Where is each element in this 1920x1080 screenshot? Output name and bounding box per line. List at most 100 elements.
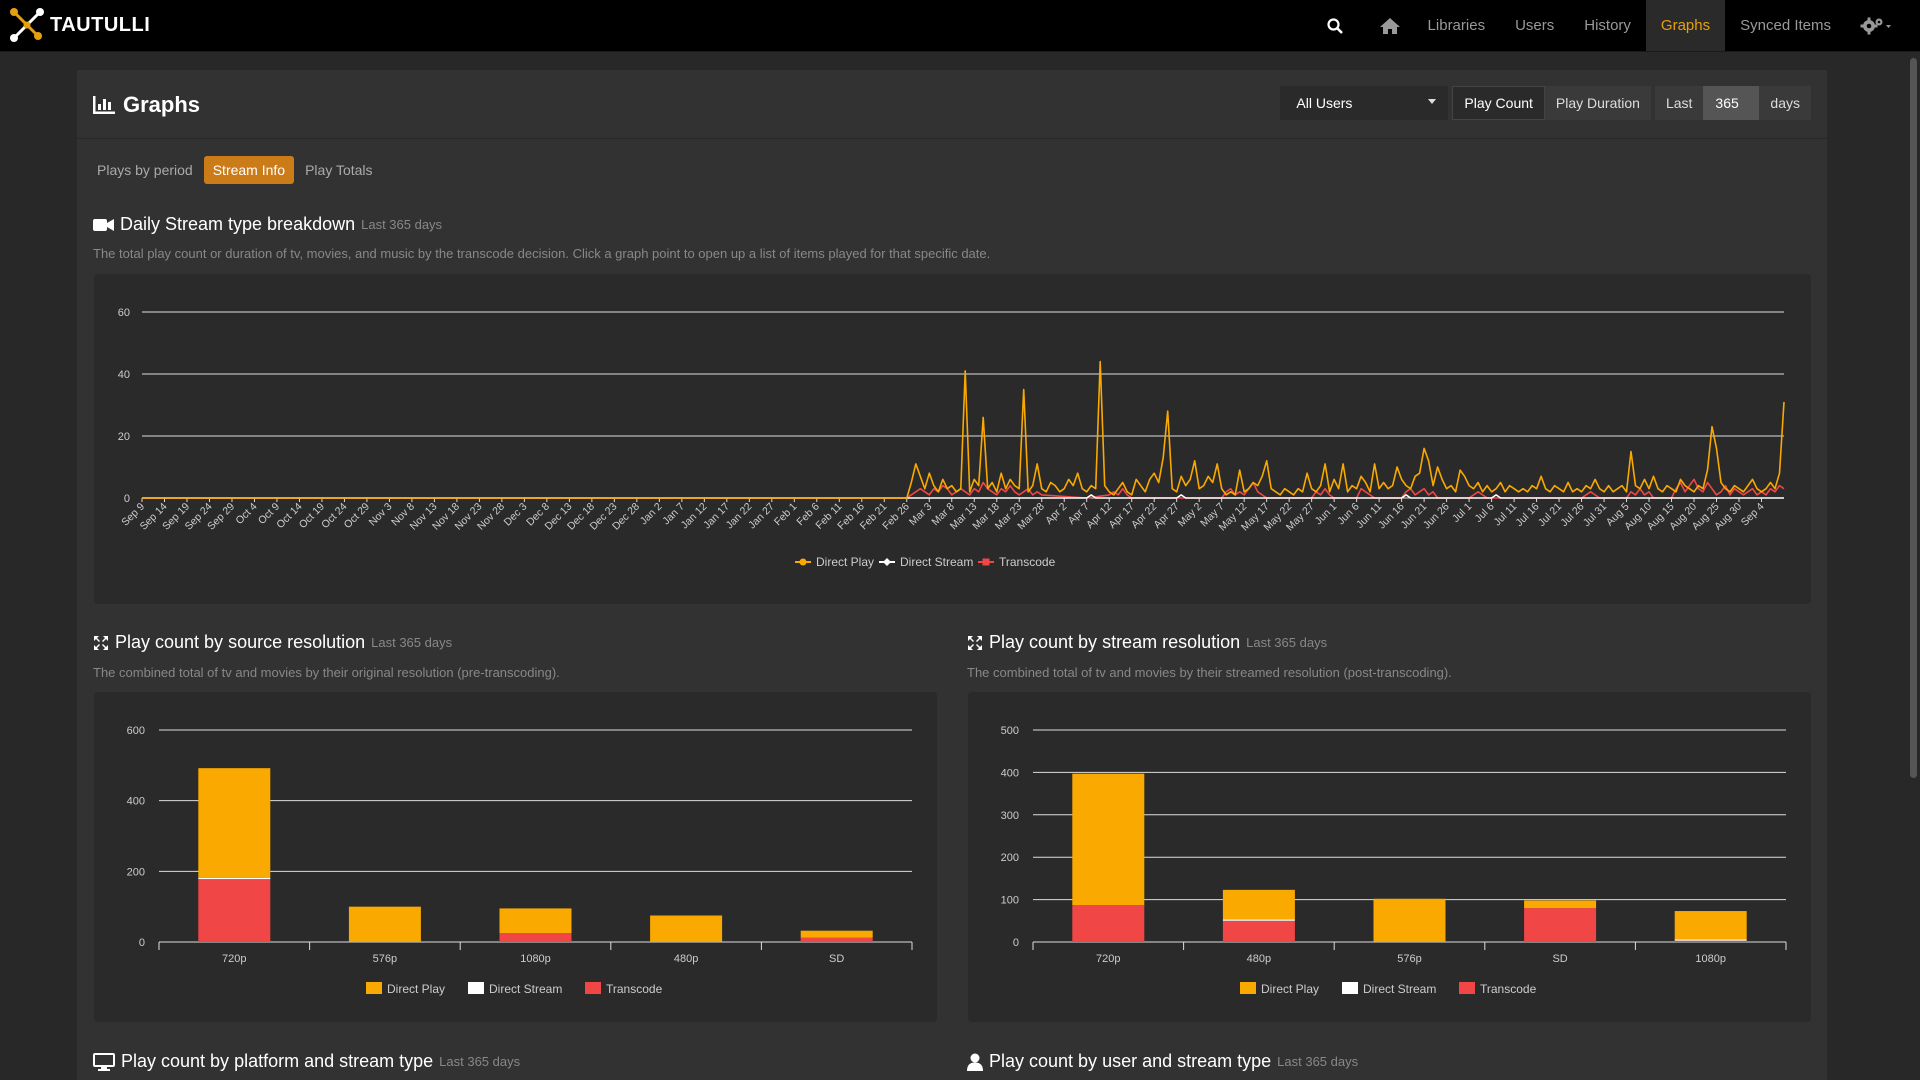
days-label: days: [1759, 86, 1811, 120]
bar-transcode: [800, 937, 873, 942]
user-section-title: Play count by user and stream type Last …: [967, 1051, 1358, 1072]
legend-swatch: [1459, 982, 1475, 994]
x-tick-label: Jan 2: [638, 501, 665, 528]
y-tick-label: 300: [1001, 810, 1019, 822]
daily-subtitle: Last 365 days: [361, 217, 443, 232]
y-tick-label: 500: [1001, 725, 1019, 737]
y-tick-label: 0: [124, 493, 130, 505]
bar-transcode: [1222, 920, 1295, 942]
bar-transcode: [499, 933, 572, 942]
graphs-panel: Graphs All Users Play Count Play Duratio…: [77, 70, 1827, 1080]
x-tick-label: Jul 1: [1450, 501, 1474, 525]
y-tick-label: 400: [1001, 767, 1019, 779]
x-tick-label: 480p: [674, 953, 698, 965]
stream-title-text: Play count by stream resolution: [989, 632, 1241, 652]
stream-chart-container[interactable]: 0 100 200 300 400 500 720p 480p 576p SD 1080p Direc…: [968, 692, 1811, 1022]
stream-description: The combined total of tv and movies by t…: [967, 665, 1452, 680]
x-tick-label: Mar 3: [907, 501, 935, 529]
legend-label: Direct Stream: [1363, 982, 1436, 996]
last-label: Last: [1654, 86, 1704, 120]
legend-swatch: [1240, 982, 1256, 994]
bar-chart-icon: [93, 96, 115, 114]
x-tick-label: SD: [1552, 953, 1567, 965]
daily-chart-container[interactable]: 0 20 40 60 Sep 9 Sep 14 Sep 19 Sep 24 Sep 29 Oct …: [94, 274, 1811, 604]
x-tick-label: Apr 2: [1043, 501, 1069, 527]
tab-play-totals[interactable]: Play Totals: [305, 162, 373, 178]
nav-history[interactable]: History: [1584, 17, 1631, 34]
platform-section-title: Play count by platform and stream type L…: [93, 1051, 520, 1072]
y-tick-label: 100: [1001, 895, 1019, 907]
bar-transcode: [1524, 908, 1597, 942]
bar-direct-play: [1373, 898, 1446, 942]
days-input[interactable]: 365: [1703, 86, 1760, 120]
x-tick-label: Jul 16: [1513, 501, 1541, 529]
bar-direct-play: [650, 915, 723, 942]
x-tick-label: 576p: [373, 953, 397, 965]
video-camera-icon: [93, 218, 114, 231]
y-tick-label: 0: [139, 937, 145, 949]
y-tick-label: 0: [1013, 937, 1019, 949]
source-chart-container[interactable]: 0 200 400 600 720p 576p 1080p 480p SD Direct Play…: [94, 692, 937, 1022]
x-tick-label: Jul 21: [1536, 501, 1564, 529]
x-tick-label: Jul 11: [1491, 501, 1519, 529]
nav-graphs[interactable]: Graphs: [1645, 0, 1726, 51]
x-tick-label: 720p: [222, 953, 246, 965]
x-tick-label: 576p: [1397, 953, 1421, 965]
x-tick-label: Apr 27: [1151, 501, 1181, 531]
daily-title-text: Daily Stream type breakdown: [120, 214, 356, 234]
stream-section-title: Play count by stream resolution Last 365…: [967, 632, 1327, 653]
stream-resolution-chart[interactable]: 0 100 200 300 400 500 720p 480p 576p SD 1080p Direc…: [968, 692, 1811, 1022]
tautulli-logo-icon: [10, 8, 44, 42]
x-tick-label: Nov 3: [367, 501, 395, 529]
bar-direct-play: [800, 930, 873, 938]
source-resolution-chart[interactable]: 0 200 400 600 720p 576p 1080p 480p SD Direct Play…: [94, 692, 937, 1022]
tab-stream-info[interactable]: Stream Info: [203, 156, 295, 184]
y-tick-label: 600: [127, 725, 145, 737]
nav-users[interactable]: Users: [1515, 17, 1555, 34]
nav-libraries[interactable]: Libraries: [1427, 17, 1486, 34]
stream-subtitle: Last 365 days: [1246, 635, 1328, 650]
source-description: The combined total of tv and movies by t…: [93, 665, 560, 680]
user-select[interactable]: All Users: [1280, 86, 1449, 120]
expand-arrows-icon: [968, 635, 982, 650]
bar-direct-play: [1222, 889, 1295, 920]
series-line-transcode: [142, 478, 1785, 499]
series-line-direct-stream: [142, 494, 1784, 499]
y-tick-label: 60: [118, 307, 130, 319]
x-tick-label: 1080p: [1695, 953, 1726, 965]
y-tick-label: 400: [127, 796, 145, 808]
daily-section-title: Daily Stream type breakdown Last 365 day…: [93, 214, 442, 235]
play-count-button[interactable]: Play Count: [1452, 86, 1545, 120]
x-tick-label: SD: [829, 953, 844, 965]
user-title-text: Play count by user and stream type: [989, 1051, 1272, 1071]
legend-label: Direct Stream: [900, 555, 973, 569]
monitor-icon: [93, 1052, 115, 1071]
y-tick-label: 200: [1001, 852, 1019, 864]
search-button[interactable]: [1305, 0, 1365, 51]
tab-plays-by-period[interactable]: Plays by period: [97, 162, 193, 178]
x-tick-label: Jun 1: [1313, 501, 1340, 528]
home-button[interactable]: [1365, 0, 1413, 51]
legend-label: Direct Play: [387, 982, 445, 996]
top-navbar: TAUTULLI Libraries Users History Graphs …: [0, 0, 1920, 52]
legend-label: Direct Play: [1261, 982, 1319, 996]
bar-direct-play: [348, 906, 421, 942]
bar-direct-stream: [1674, 939, 1747, 941]
nav-synced-items[interactable]: Synced Items: [1740, 17, 1831, 34]
x-tick-label: May 2: [1176, 501, 1205, 530]
graph-tabs: Plays by period Stream Info Play Totals: [88, 156, 382, 184]
app-logo[interactable]: TAUTULLI: [8, 6, 150, 44]
user-select-value: All Users: [1296, 95, 1353, 111]
search-icon: [1326, 17, 1343, 34]
legend-marker: [982, 558, 990, 566]
x-tick-label: 720p: [1096, 953, 1120, 965]
legend-label: Transcode: [999, 555, 1056, 569]
page-scrollbar[interactable]: [1910, 58, 1917, 778]
y-tick-label: 200: [127, 866, 145, 878]
home-icon: [1379, 17, 1400, 34]
play-duration-button[interactable]: Play Duration: [1544, 86, 1651, 120]
settings-menu-button[interactable]: [1846, 0, 1920, 51]
x-tick-label: Jan 27: [746, 501, 777, 532]
x-tick-label: Feb 1: [772, 501, 800, 529]
